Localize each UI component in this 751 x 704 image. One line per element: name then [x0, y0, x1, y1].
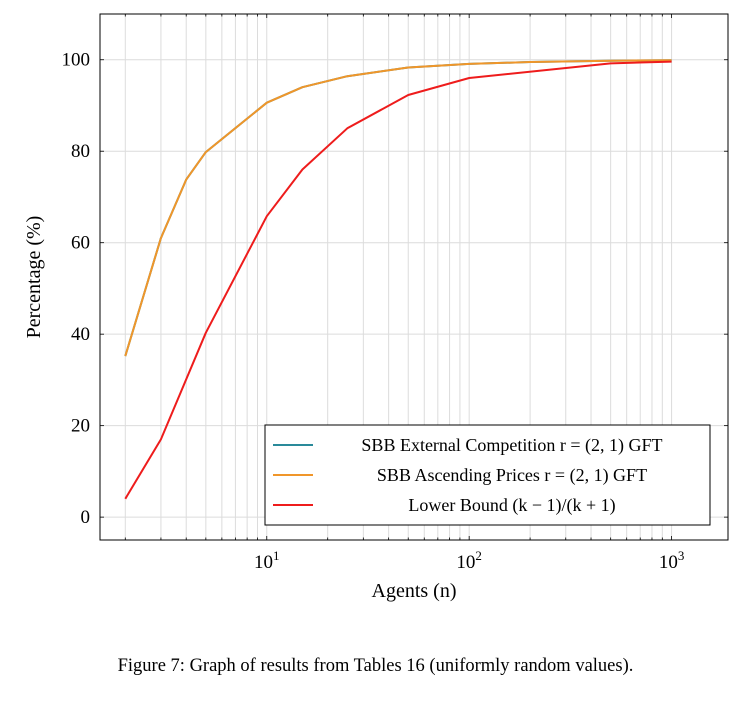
x-tick-label: 101 [254, 548, 280, 573]
legend: SBB External Competition r = (2, 1) GFT S… [264, 424, 711, 526]
x-tick-label: 103 [659, 548, 685, 573]
legend-label-2: SBB Ascending Prices r = (2, 1) GFT [377, 465, 647, 486]
y-tick-label: 20 [71, 416, 90, 437]
y-axis-label: Percentage (%) [23, 216, 45, 339]
y-tick-label: 60 [71, 233, 90, 254]
legend-box [264, 424, 711, 526]
y-tick-label: 80 [71, 141, 90, 162]
y-tick-label: 100 [62, 50, 91, 71]
axis-ticks: 101 102 103 0 20 40 60 80 100 [62, 14, 728, 573]
plot-frame [99, 13, 729, 541]
series-line-1 [124, 59, 672, 357]
legend-label-3: Lower Bound (k − 1)/(k + 1) [408, 495, 615, 516]
y-tick-label: 40 [71, 324, 90, 345]
legend-label-1: SBB External Competition r = (2, 1) GFT [361, 435, 662, 456]
figure-caption: Figure 7: Graph of results from Tables 1… [117, 656, 634, 676]
x-axis-label: Agents (n) [372, 580, 457, 602]
x-tick-label: 102 [456, 548, 482, 573]
y-tick-label: 0 [81, 507, 91, 528]
series-line-2 [124, 59, 672, 357]
series-lines [124, 59, 672, 500]
series-line-3 [124, 60, 672, 500]
